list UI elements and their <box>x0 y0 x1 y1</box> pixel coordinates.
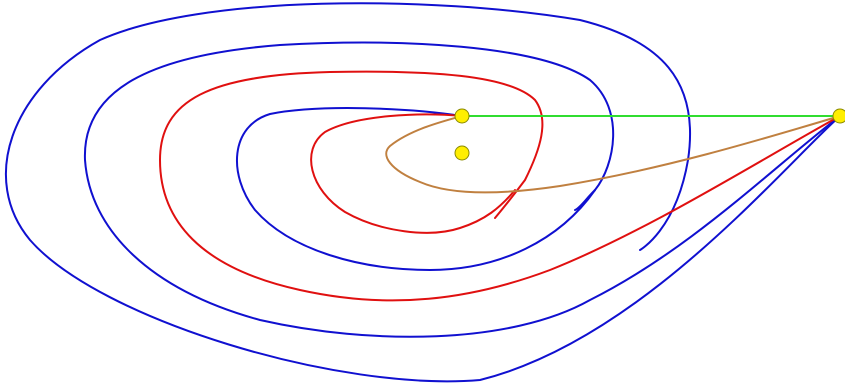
brown-loop <box>385 115 841 194</box>
center-point[interactable] <box>454 145 470 161</box>
focal-point[interactable] <box>454 108 470 124</box>
second-blue-loop <box>83 41 841 338</box>
outer-red-loop <box>159 70 841 302</box>
inner-red-loop <box>310 113 516 234</box>
inner-blue-loop <box>236 107 596 271</box>
far-right-point[interactable] <box>832 108 845 124</box>
outer-blue-loop <box>5 2 841 383</box>
